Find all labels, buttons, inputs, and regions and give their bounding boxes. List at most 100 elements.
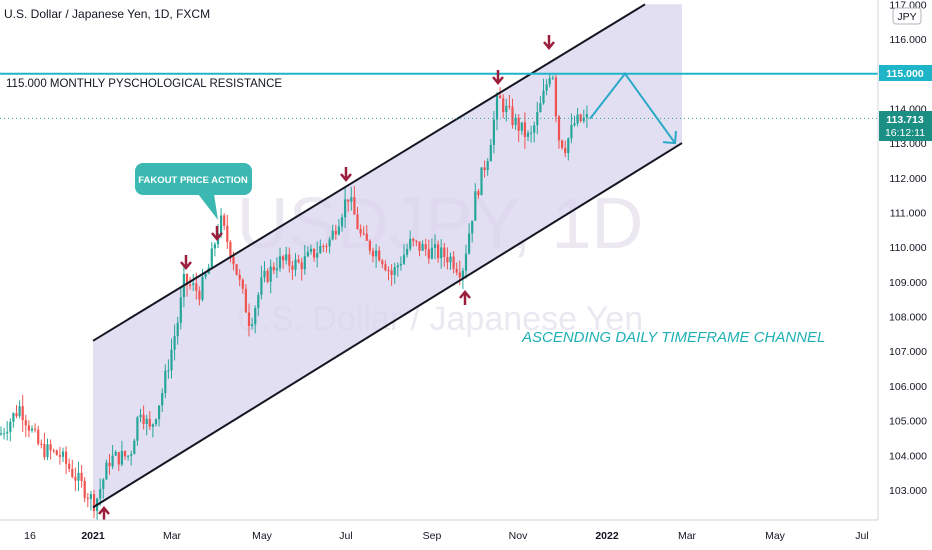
time-tick-label: Sep: [423, 530, 442, 542]
candle-body: [483, 167, 486, 171]
candle-body: [551, 77, 554, 79]
candle-body: [567, 138, 570, 154]
candle-body: [24, 420, 27, 426]
candle-body: [495, 95, 499, 120]
candle-body: [433, 244, 437, 248]
candle-body: [561, 140, 564, 148]
candle-body: [387, 270, 390, 272]
projection-path[interactable]: [589, 72, 676, 144]
currency-badge-box[interactable]: [892, 7, 922, 25]
candle-body: [564, 147, 567, 154]
candle-body: [43, 444, 46, 458]
price-axis-bg: [878, 0, 932, 520]
candle-body: [356, 214, 359, 230]
candle-body: [402, 254, 406, 264]
candle-body: [542, 90, 545, 104]
candle-body: [536, 112, 539, 126]
candle-body: [282, 256, 285, 261]
candle-body: [303, 256, 306, 270]
candle-body: [539, 103, 542, 113]
candle-body: [213, 244, 216, 249]
arrow-markers: [98, 35, 555, 521]
candle-body: [437, 244, 440, 259]
arrow-marker-head: [211, 232, 223, 241]
candle-body: [381, 260, 384, 265]
candle-body: [192, 283, 195, 285]
candle-body: [340, 217, 344, 227]
candle-body: [443, 247, 446, 258]
price-tick-label: 116.000: [889, 34, 926, 46]
arrow-marker-head: [340, 173, 352, 182]
time-axis-labels[interactable]: 16 2021 Mar May Jul Sep Nov 2022 Mar May Jul: [24, 530, 869, 542]
price-tick-label: 117.000: [889, 0, 926, 11]
candle-body: [446, 257, 449, 263]
candle-body: [158, 405, 161, 420]
resistance-annotation: 115.000 MONTHLY PYSCHOLOGICAL RESISTANCE: [6, 78, 282, 90]
candle-body: [526, 132, 530, 137]
candle-body: [179, 297, 182, 323]
candle-body: [52, 450, 55, 452]
candle-body: [499, 95, 502, 99]
candle-body: [306, 251, 309, 257]
fakeout-callout[interactable]: FAKOUT PRICE ACTION: [135, 163, 252, 220]
candle-body: [452, 256, 455, 269]
candle-body: [409, 238, 412, 249]
candle-body: [127, 455, 130, 457]
candle-body: [111, 455, 114, 467]
channel-annotation: ASCENDING DAILY TIMEFRAME CHANNEL: [521, 329, 825, 346]
symbol-title[interactable]: U.S. Dollar / Japanese Yen, 1D, FXCM: [4, 7, 211, 21]
candle-body: [523, 122, 526, 137]
currency-badge: JPY: [897, 11, 916, 23]
candle-body: [362, 233, 365, 235]
candle-body: [511, 106, 514, 126]
price-tick-label: 105.000: [889, 416, 927, 428]
candle-body: [390, 270, 393, 275]
candle-body: [241, 279, 244, 289]
candle-body: [123, 450, 127, 457]
candle-body: [406, 248, 409, 255]
candle-body: [396, 265, 399, 268]
candle-body: [185, 273, 189, 285]
candle-body: [15, 413, 18, 417]
candle-body: [145, 418, 148, 425]
candle-body: [347, 199, 350, 202]
candle-body: [130, 454, 133, 456]
candle-body: [368, 240, 371, 251]
candle-body: [89, 494, 92, 499]
price-tick-label: 106.000: [889, 381, 927, 393]
candle-body: [272, 266, 275, 271]
candle-body: [474, 191, 477, 221]
candle-body: [170, 349, 173, 371]
candle-body: [505, 105, 508, 113]
candle-body: [238, 274, 241, 280]
candle-body: [173, 336, 176, 350]
channel-upper-line[interactable]: [92, 3, 646, 342]
candle-body: [477, 191, 480, 196]
candle-body: [0, 433, 3, 435]
candle-body: [151, 424, 154, 427]
time-tick-label: May: [765, 530, 786, 542]
candle-body: [288, 254, 291, 266]
candle-body: [49, 444, 52, 451]
price-tick-label: 103.000: [889, 485, 927, 497]
candle-body: [263, 270, 266, 278]
channel-lower-line[interactable]: [92, 142, 683, 509]
time-tick-label: 16: [24, 530, 36, 542]
candle-body: [167, 370, 170, 372]
arrow-marker-head: [543, 41, 555, 50]
price-tick-label: 111.000: [890, 207, 927, 219]
candle-body: [449, 256, 452, 263]
candle-body: [508, 105, 511, 107]
candle-body: [71, 468, 74, 477]
time-tick-label: Jul: [855, 530, 868, 542]
time-tick-label: Jul: [339, 530, 352, 542]
candle-body: [80, 472, 83, 481]
candle-body: [210, 248, 213, 268]
candle-body: [232, 256, 235, 265]
price-axis-labels[interactable]: 117.000116.000115.000114.000113.000112.0…: [889, 0, 927, 497]
candle-body: [226, 225, 229, 242]
candle-body: [384, 264, 387, 271]
time-tick-label: Mar: [678, 530, 697, 542]
candle-body: [533, 125, 536, 133]
